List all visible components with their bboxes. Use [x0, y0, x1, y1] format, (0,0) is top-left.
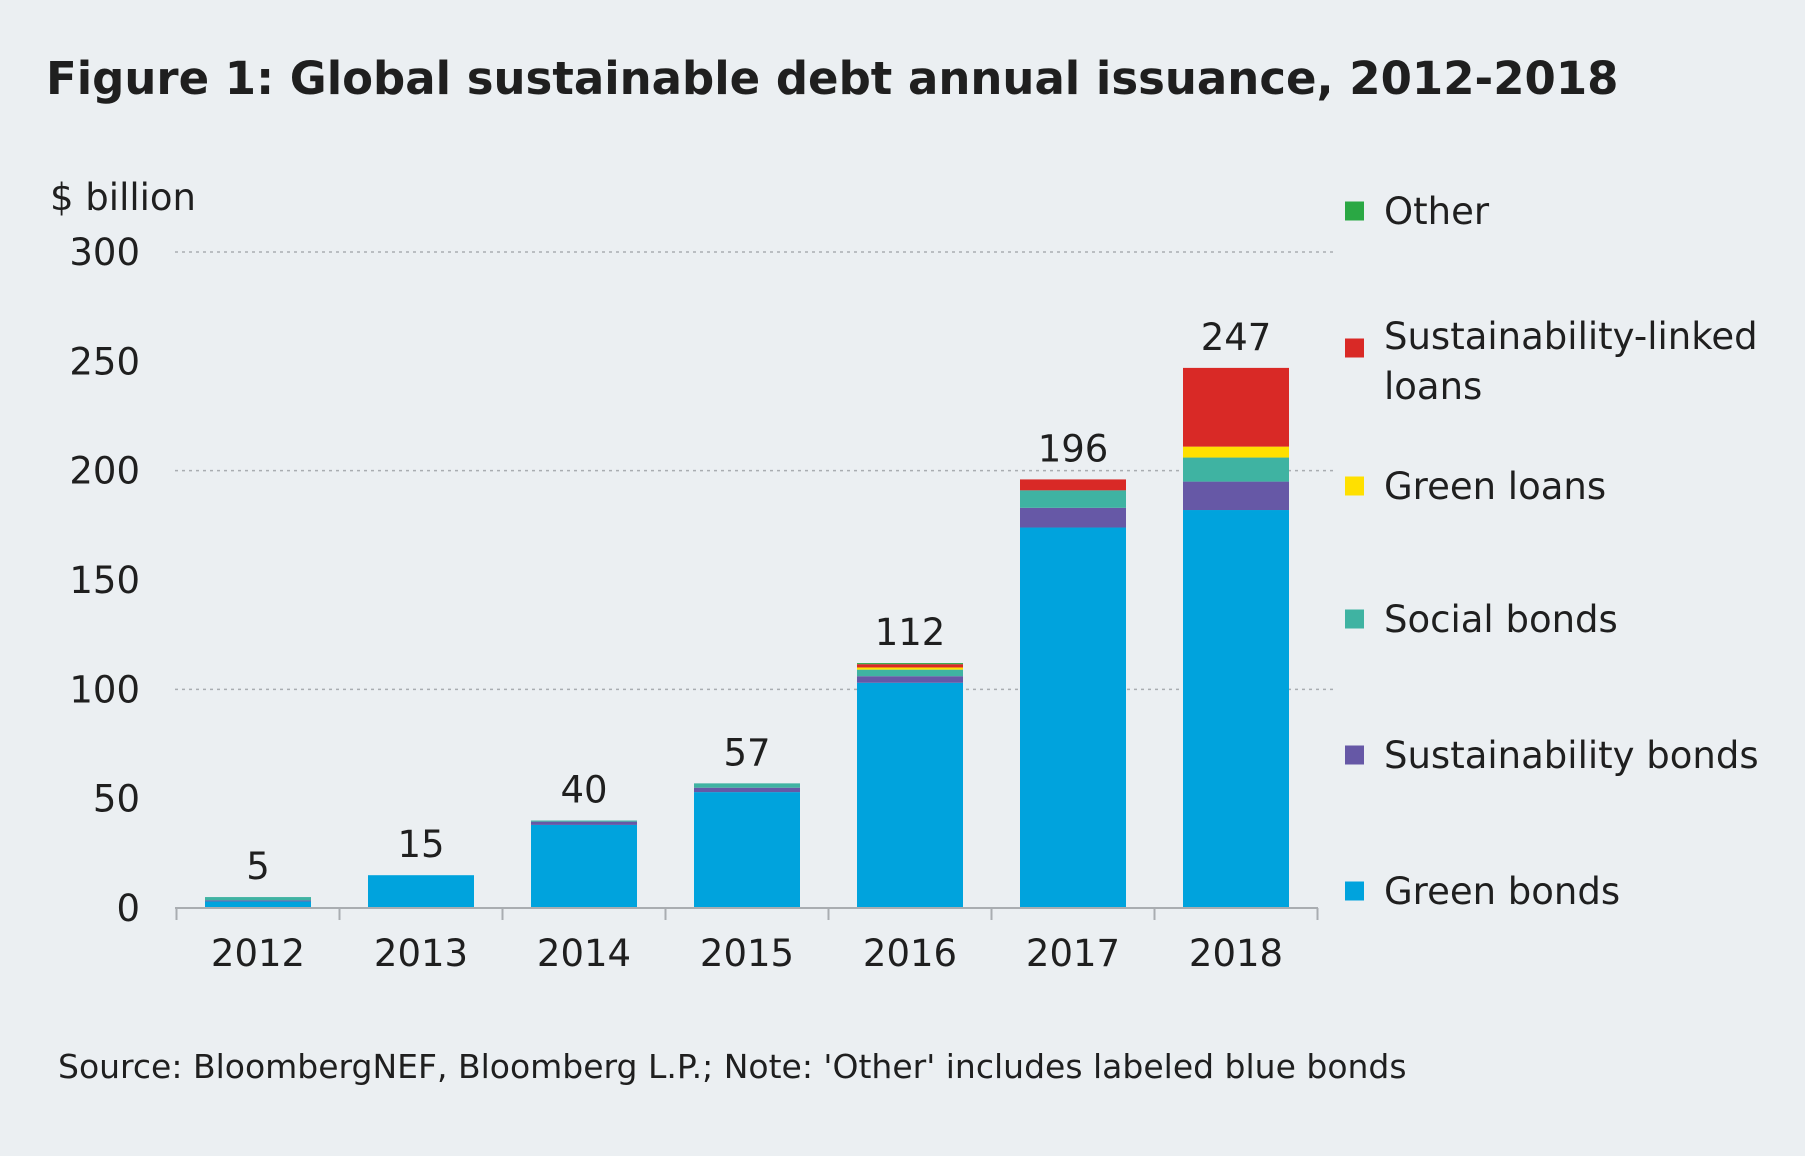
x-tick-label: 2013	[374, 932, 468, 975]
bar-stack-2016	[857, 663, 963, 908]
y-tick-label: 0	[116, 887, 140, 930]
bar-segment-sustainability-linked-loans	[1183, 367, 1289, 447]
bar-segment-social-bonds	[694, 783, 800, 788]
legend-item-green-loans: Green loans	[1345, 465, 1606, 508]
legend-item-social-bonds: Social bonds	[1345, 598, 1618, 641]
bar-segment-green-bonds	[531, 824, 637, 908]
y-tick-label: 50	[93, 778, 140, 821]
x-tick-label: 2017	[1026, 932, 1120, 975]
bar-total-label: 112	[875, 611, 946, 654]
gridlines	[175, 251, 1335, 691]
bar-segment-green-bonds	[694, 792, 800, 908]
bar-segment-social-bonds	[1183, 457, 1289, 482]
y-tick-label: 200	[69, 450, 140, 493]
x-tick-label: 2016	[863, 932, 957, 975]
y-axis-ticks: 0 50 100 150 200 250 300	[69, 231, 140, 930]
legend: Other Sustainability-linked loans Green loa…	[1345, 190, 1759, 913]
x-tick-label: 2012	[211, 932, 305, 975]
bar-stack-2015	[694, 783, 800, 908]
x-tick-label: 2014	[537, 932, 631, 975]
legend-label: Green loans	[1384, 465, 1606, 508]
bar-segment-sustainability-bonds	[1183, 481, 1289, 511]
bars	[205, 367, 1289, 908]
bar-segment-green-bonds	[205, 901, 311, 908]
bar-segment-green-bonds	[1183, 510, 1289, 908]
bar-segment-social-bonds	[857, 669, 963, 677]
bar-segment-sustainability-bonds	[205, 900, 311, 902]
bar-segment-sustainability-bonds	[694, 787, 800, 793]
bar-segment-green-bonds	[857, 682, 963, 908]
legend-item-sustainability-bonds: Sustainability bonds	[1345, 734, 1759, 777]
x-axis	[175, 907, 1319, 920]
legend-swatch	[1345, 745, 1364, 765]
legend-item-green-bonds: Green bonds	[1345, 870, 1620, 913]
bar-stack-2014	[531, 820, 637, 908]
legend-label: Sustainability-linked loans	[1384, 315, 1758, 408]
bar-segment-sustainability-linked-loans	[1020, 479, 1126, 491]
bar-segment-sustainability-linked-loans	[857, 664, 963, 668]
legend-label: Social bonds	[1384, 598, 1618, 641]
y-tick-label: 300	[69, 231, 140, 274]
legend-swatch	[1345, 201, 1364, 221]
bar-total-label: 5	[246, 845, 270, 888]
bar-segment-sustainability-bonds	[531, 821, 637, 825]
bar-segment-social-bonds	[1020, 490, 1126, 508]
y-tick-label: 150	[69, 559, 140, 602]
legend-swatch	[1345, 609, 1364, 629]
bar-segment-green-bonds	[368, 875, 474, 908]
legend-swatch	[1345, 338, 1364, 358]
x-tick-label: 2015	[700, 932, 794, 975]
bar-total-label: 15	[397, 823, 444, 866]
x-axis-ticks: 2012 2013 2014 2015 2016 2017 2018	[211, 932, 1283, 975]
y-axis-unit-label: $ billion	[50, 176, 196, 219]
legend-swatch	[1345, 881, 1364, 901]
bar-total-label: 196	[1038, 427, 1109, 470]
source-note: Source: BloombergNEF, Bloomberg L.P.; No…	[58, 1047, 1407, 1086]
bar-segment-green-bonds	[1020, 527, 1126, 908]
legend-label: Green bonds	[1384, 870, 1620, 913]
bar-stack-2018	[1183, 367, 1289, 908]
legend-label: Other	[1384, 190, 1490, 233]
legend-swatch	[1345, 476, 1364, 496]
bar-total-label: 57	[723, 731, 770, 774]
bar-stack-2013	[368, 875, 474, 908]
y-tick-label: 100	[69, 668, 140, 711]
bar-stack-2017	[1020, 479, 1126, 908]
bar-segment-social-bonds	[205, 897, 311, 901]
bar-total-label: 40	[560, 769, 607, 812]
chart-title: Figure 1: Global sustainable debt annual…	[46, 52, 1618, 105]
bar-segment-sustainability-bonds	[1020, 507, 1126, 528]
x-tick-label: 2018	[1189, 932, 1283, 975]
bar-segment-green-loans	[1183, 446, 1289, 458]
bar-segment-social-bonds	[531, 820, 637, 822]
legend-label: Sustainability bonds	[1384, 734, 1759, 777]
legend-item-sustainability-linked-loans: Sustainability-linked loans	[1345, 315, 1758, 408]
bar-segment-sustainability-bonds	[857, 676, 963, 683]
y-tick-label: 250	[69, 340, 140, 383]
bar-segment-other	[857, 663, 963, 665]
legend-item-other: Other	[1345, 190, 1490, 233]
bar-segment-green-loans	[857, 667, 963, 670]
bar-total-label: 247	[1201, 316, 1272, 359]
bar-total-labels: 5 15 40 57 112 196 247	[246, 316, 1271, 888]
bar-stack-2012	[205, 897, 311, 908]
